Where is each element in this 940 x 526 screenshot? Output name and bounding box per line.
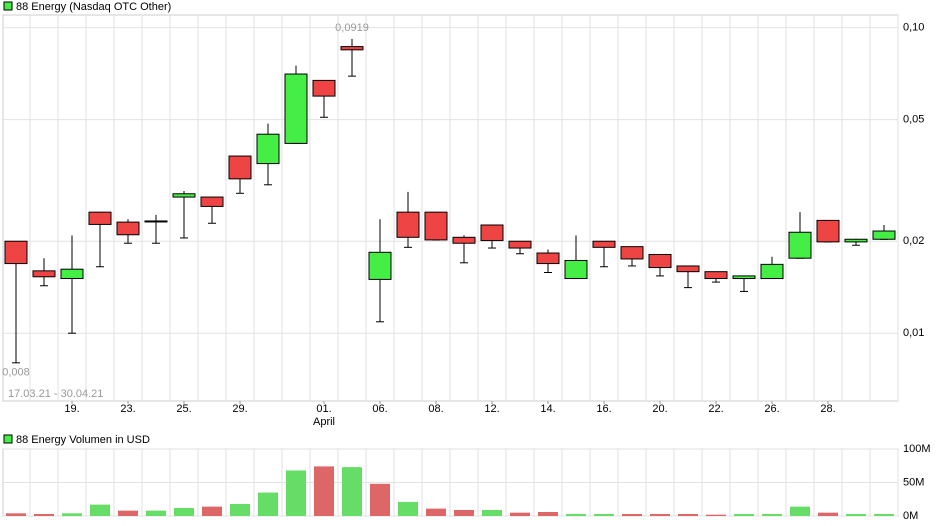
volume-bar — [454, 509, 474, 516]
candle-body — [732, 275, 756, 280]
y-tick-label: 50M — [903, 476, 924, 488]
candle-body — [648, 253, 672, 269]
candle-body — [872, 230, 896, 240]
volume-bar — [510, 512, 530, 516]
volume-bar — [622, 513, 642, 516]
volume-bar — [482, 509, 502, 516]
y-tick-label: 0,10 — [903, 22, 924, 34]
candle-body — [228, 155, 252, 180]
date-range: 17.03.21 - 30.04.21 — [8, 388, 103, 400]
month-label: April — [313, 416, 335, 428]
candle-body — [704, 271, 728, 280]
volume-bar — [90, 504, 110, 516]
volume-bar — [370, 483, 390, 516]
candle-body — [480, 224, 504, 242]
candle-body — [592, 240, 616, 248]
volume-bar — [790, 506, 810, 516]
volume-bar — [566, 513, 586, 516]
candle-body — [172, 193, 196, 198]
candle-body — [564, 259, 588, 280]
candle-body — [312, 79, 336, 97]
candle-body — [396, 211, 420, 238]
chart-title: 88 Energy (Nasdaq OTC Other) — [16, 1, 171, 13]
candle-body — [452, 236, 476, 244]
y-tick-label: 0,01 — [903, 327, 924, 339]
volume-bar — [762, 513, 782, 516]
x-tick-label: 20. — [652, 403, 667, 415]
volume-bar — [34, 513, 54, 516]
candle-body — [144, 220, 168, 223]
candle-body — [32, 270, 56, 278]
candle-body — [788, 231, 812, 259]
candle-body — [256, 133, 280, 165]
chart-title: 88 Energy Volumen in USD — [16, 434, 150, 446]
x-tick-label: 22. — [708, 403, 723, 415]
marks: 88 Energy (Nasdaq OTC Other) 0,01 0,02 0,05… — [2, 1, 930, 522]
volume-bar — [62, 513, 82, 516]
volume-bar — [426, 508, 446, 516]
x-tick-label: 14. — [540, 403, 555, 415]
candle-body — [284, 73, 308, 144]
volume-bar — [342, 467, 362, 516]
candle-body — [816, 219, 840, 243]
volume-bar — [202, 506, 222, 516]
x-tick-label: 16. — [596, 403, 611, 415]
candle-body — [536, 252, 560, 265]
y-tick-label: 100M — [903, 443, 931, 455]
candle-body — [508, 240, 532, 249]
volume-bar — [174, 507, 194, 516]
x-tick-label: 12. — [484, 403, 499, 415]
volume-bar — [258, 492, 278, 516]
volume-bar — [594, 513, 614, 516]
x-tick-label: 26. — [764, 403, 779, 415]
volume-bar — [538, 511, 558, 516]
volume-bar — [118, 510, 138, 516]
candle-body — [88, 211, 112, 225]
volume-bar — [650, 513, 670, 516]
x-tick-label: 19. — [64, 403, 79, 415]
grid — [3, 15, 899, 517]
y-tick-label: 0,05 — [903, 114, 924, 126]
candle-body — [760, 263, 784, 280]
volume-bar — [398, 501, 418, 516]
candle-body — [368, 251, 392, 280]
candle-body — [60, 268, 84, 280]
annotation: 0,008 — [2, 367, 30, 379]
volume-bar — [230, 503, 250, 516]
candle-body — [620, 246, 644, 260]
volume-bar — [846, 513, 866, 516]
volume-bar — [286, 470, 306, 516]
x-tick-label: 06. — [372, 403, 387, 415]
candle-body — [844, 238, 868, 243]
volume-bar — [874, 513, 894, 516]
y-tick-label: 0M — [903, 510, 918, 522]
y-tick-label: 0,02 — [903, 235, 924, 247]
candle-body — [116, 221, 140, 236]
volume-bar — [734, 513, 754, 516]
candle-body — [340, 46, 364, 51]
legend-swatch — [3, 434, 13, 444]
volume-bar — [146, 510, 166, 516]
volume-bar — [6, 513, 26, 516]
x-tick-label: 23. — [120, 403, 135, 415]
x-tick-label: 29. — [232, 403, 247, 415]
legend-swatch — [3, 1, 13, 11]
annotation: 0,0919 — [335, 22, 369, 34]
x-tick-label: 08. — [428, 403, 443, 415]
candle-body — [424, 211, 448, 241]
x-tick-label: 25. — [176, 403, 191, 415]
volume-bar — [314, 466, 334, 516]
candle-body — [200, 196, 224, 207]
x-tick-label: 28. — [820, 403, 835, 415]
x-tick-label: 01. — [316, 403, 331, 415]
candle-body — [676, 265, 700, 273]
candle-body — [4, 240, 28, 265]
volume-bar — [678, 513, 698, 516]
volume-bar — [818, 512, 838, 516]
volume-bar — [706, 514, 726, 516]
